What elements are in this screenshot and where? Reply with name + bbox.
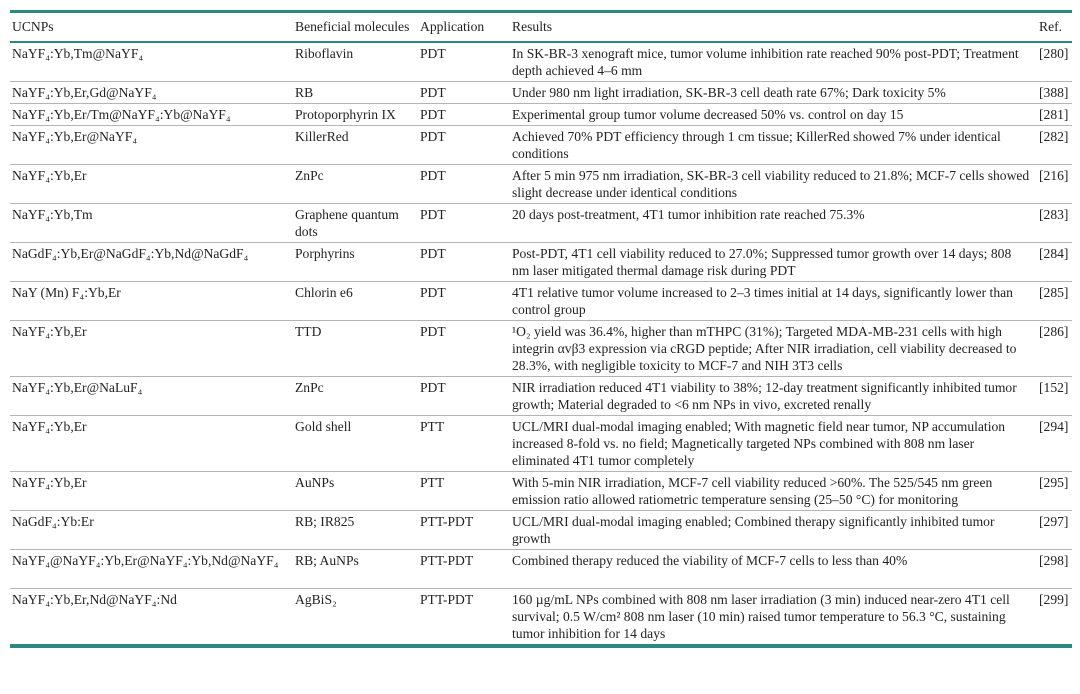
col-header-beneficial-molecules: Beneficial molecules [293, 11, 418, 43]
molecule-cell: RB; AuNPs [293, 549, 418, 589]
molecule-cell: KillerRed [293, 125, 418, 165]
molecule-cell: TTD [293, 320, 418, 377]
header-row: UCNPs Beneficial molecules Application R… [10, 11, 1072, 43]
ucnp-cell: NaY (Mn) F₄:Yb,Er [10, 281, 293, 321]
ucnp-cell: NaYF₄:Yb,Tm [10, 203, 293, 243]
result-cell: Achieved 70% PDT efficiency through 1 cm… [510, 125, 1037, 165]
molecule-cell: ZnPc [293, 376, 418, 416]
result-cell: After 5 min 975 nm irradiation, SK-BR-3 … [510, 164, 1037, 204]
result-cell: 160 µg/mL NPs combined with 808 nm laser… [510, 588, 1037, 646]
ref-cell: [297] [1037, 510, 1072, 550]
ref-cell: [281] [1037, 103, 1072, 126]
molecule-cell: AgBiS₂ [293, 588, 418, 646]
application-cell: PTT-PDT [418, 510, 510, 550]
ref-cell: [388] [1037, 81, 1072, 104]
ref-cell: [282] [1037, 125, 1072, 165]
result-cell: Combined therapy reduced the viability o… [510, 549, 1037, 589]
result-cell: 4T1 relative tumor volume increased to 2… [510, 281, 1037, 321]
result-cell: UCL/MRI dual-modal imaging enabled; With… [510, 415, 1037, 472]
result-cell: Post-PDT, 4T1 cell viability reduced to … [510, 242, 1037, 282]
ucnp-cell: NaYF₄:Yb,Er [10, 471, 293, 511]
application-cell: PDT [418, 376, 510, 416]
application-cell: PDT [418, 164, 510, 204]
col-header-results: Results [510, 11, 1037, 43]
col-header-application: Application [418, 11, 510, 43]
result-cell: 20 days post-treatment, 4T1 tumor inhibi… [510, 203, 1037, 243]
ref-cell: [216] [1037, 164, 1072, 204]
ucnp-cell: NaYF₄:Yb,Er@NaYF₄ [10, 125, 293, 165]
ref-cell: [298] [1037, 549, 1072, 589]
table-row: NaYF₄:Yb,Er Gold shell PTT UCL/MRI dual-… [10, 415, 1072, 472]
table-row: NaYF₄:Yb,Er AuNPs PTT With 5-min NIR irr… [10, 471, 1072, 511]
ref-cell: [286] [1037, 320, 1072, 377]
ucnp-cell: NaYF₄:Yb,Er,Nd@NaYF₄:Nd [10, 588, 293, 646]
application-cell: PTT-PDT [418, 588, 510, 646]
ucnp-therapy-table: UCNPs Beneficial molecules Application R… [10, 10, 1072, 648]
molecule-cell: Protoporphyrin IX [293, 103, 418, 126]
ucnp-cell: NaGdF₄:Yb,Er@NaGdF₄:Yb,Nd@NaGdF₄ [10, 242, 293, 282]
col-header-ucnps: UCNPs [10, 11, 293, 43]
application-cell: PDT [418, 203, 510, 243]
application-cell: PDT [418, 320, 510, 377]
result-cell: NIR irradiation reduced 4T1 viability to… [510, 376, 1037, 416]
result-cell: UCL/MRI dual-modal imaging enabled; Comb… [510, 510, 1037, 550]
ucnp-cell: NaYF₄:Yb,Er/Tm@NaYF₄:Yb@NaYF₄ [10, 103, 293, 126]
ref-cell: [294] [1037, 415, 1072, 472]
table-row: NaYF₄:Yb,Tm Graphene quantum dots PDT 20… [10, 203, 1072, 243]
result-cell: In SK-BR-3 xenograft mice, tumor volume … [512, 46, 1019, 78]
application-cell: PTT-PDT [418, 549, 510, 589]
ucnp-cell: NaYF₄@NaYF₄:Yb,Er@NaYF₄:Yb,Nd@NaYF₄ [10, 549, 293, 589]
table-row: NaYF₄:Yb,Er ZnPc PDT After 5 min 975 nm … [10, 164, 1072, 204]
ucnp-cell: NaYF₄:Yb,Er [10, 320, 293, 377]
table-row: NaYF₄:Yb,Er,Gd@NaYF₄ RB PDT Under 980 nm… [10, 81, 1072, 104]
table-row: NaYF₄:Yb,Er TTD PDT ¹O₂ yield was 36.4%,… [10, 320, 1072, 377]
result-cell: Experimental group tumor volume decrease… [510, 103, 1037, 126]
ref-cell: [152] [1037, 376, 1072, 416]
ucnp-cell: NaYF₄:Yb,Er@NaLuF₄ [10, 376, 293, 416]
table-row: NaGdF₄:Yb,Er@NaGdF₄:Yb,Nd@NaGdF₄ Porphyr… [10, 242, 1072, 282]
molecule-cell: RB [293, 81, 418, 104]
table-row: NaYF₄:Yb,Tm@NaYF₄ Riboflavin PDT In SK-B… [10, 42, 1072, 82]
col-header-ref: Ref. [1037, 11, 1072, 43]
result-cell: ¹O₂ yield was 36.4%, higher than mTHPC (… [510, 320, 1037, 377]
ref-cell: [285] [1037, 281, 1072, 321]
ref-cell: [295] [1037, 471, 1072, 511]
table-row: NaYF₄:Yb,Er@NaYF₄ KillerRed PDT Achieved… [10, 125, 1072, 165]
ref-cell: [299] [1037, 588, 1072, 646]
ref-cell: [280] [1039, 46, 1069, 61]
result-cell: With 5-min NIR irradiation, MCF-7 cell v… [510, 471, 1037, 511]
ucnp-cell: NaGdF₄:Yb:Er [10, 510, 293, 550]
application-cell: PDT [418, 81, 510, 104]
ref-cell: [284] [1037, 242, 1072, 282]
molecule-cell: RB; IR825 [293, 510, 418, 550]
table-row: NaGdF₄:Yb:Er RB; IR825 PTT-PDT UCL/MRI d… [10, 510, 1072, 550]
molecule-cell: ZnPc [293, 164, 418, 204]
molecule-cell: Porphyrins [293, 242, 418, 282]
table-row: NaY (Mn) F₄:Yb,Er Chlorin e6 PDT 4T1 rel… [10, 281, 1072, 321]
ref-cell: [283] [1037, 203, 1072, 243]
molecule-cell: Graphene quantum dots [293, 203, 418, 243]
application-cell: PDT [418, 281, 510, 321]
application-cell: PDT [418, 125, 510, 165]
application-cell: PTT [418, 471, 510, 511]
application-cell: PDT [418, 242, 510, 282]
result-cell: Under 980 nm light irradiation, SK-BR-3 … [510, 81, 1037, 104]
application-cell: PDT [418, 103, 510, 126]
ucnp-cell: NaYF₄:Yb,Tm@NaYF₄ [12, 46, 144, 61]
application-cell: PDT [420, 46, 446, 61]
molecule-cell: AuNPs [293, 471, 418, 511]
molecule-cell: Gold shell [293, 415, 418, 472]
application-cell: PTT [418, 415, 510, 472]
table-row: NaYF₄:Yb,Er/Tm@NaYF₄:Yb@NaYF₄ Protoporph… [10, 103, 1072, 126]
molecule-cell: Chlorin e6 [293, 281, 418, 321]
table-row: NaYF₄:Yb,Er@NaLuF₄ ZnPc PDT NIR irradiat… [10, 376, 1072, 416]
ucnp-cell: NaYF₄:Yb,Er [10, 415, 293, 472]
molecule-cell: Riboflavin [295, 46, 354, 61]
table-row: NaYF₄@NaYF₄:Yb,Er@NaYF₄:Yb,Nd@NaYF₄ RB; … [10, 549, 1072, 589]
table-body: NaYF₄:Yb,Tm@NaYF₄ Riboflavin PDT In SK-B… [10, 42, 1072, 646]
table-row: NaYF₄:Yb,Er,Nd@NaYF₄:Nd AgBiS₂ PTT-PDT 1… [10, 588, 1072, 646]
ucnp-cell: NaYF₄:Yb,Er,Gd@NaYF₄ [10, 81, 293, 104]
ucnp-cell: NaYF₄:Yb,Er [10, 164, 293, 204]
